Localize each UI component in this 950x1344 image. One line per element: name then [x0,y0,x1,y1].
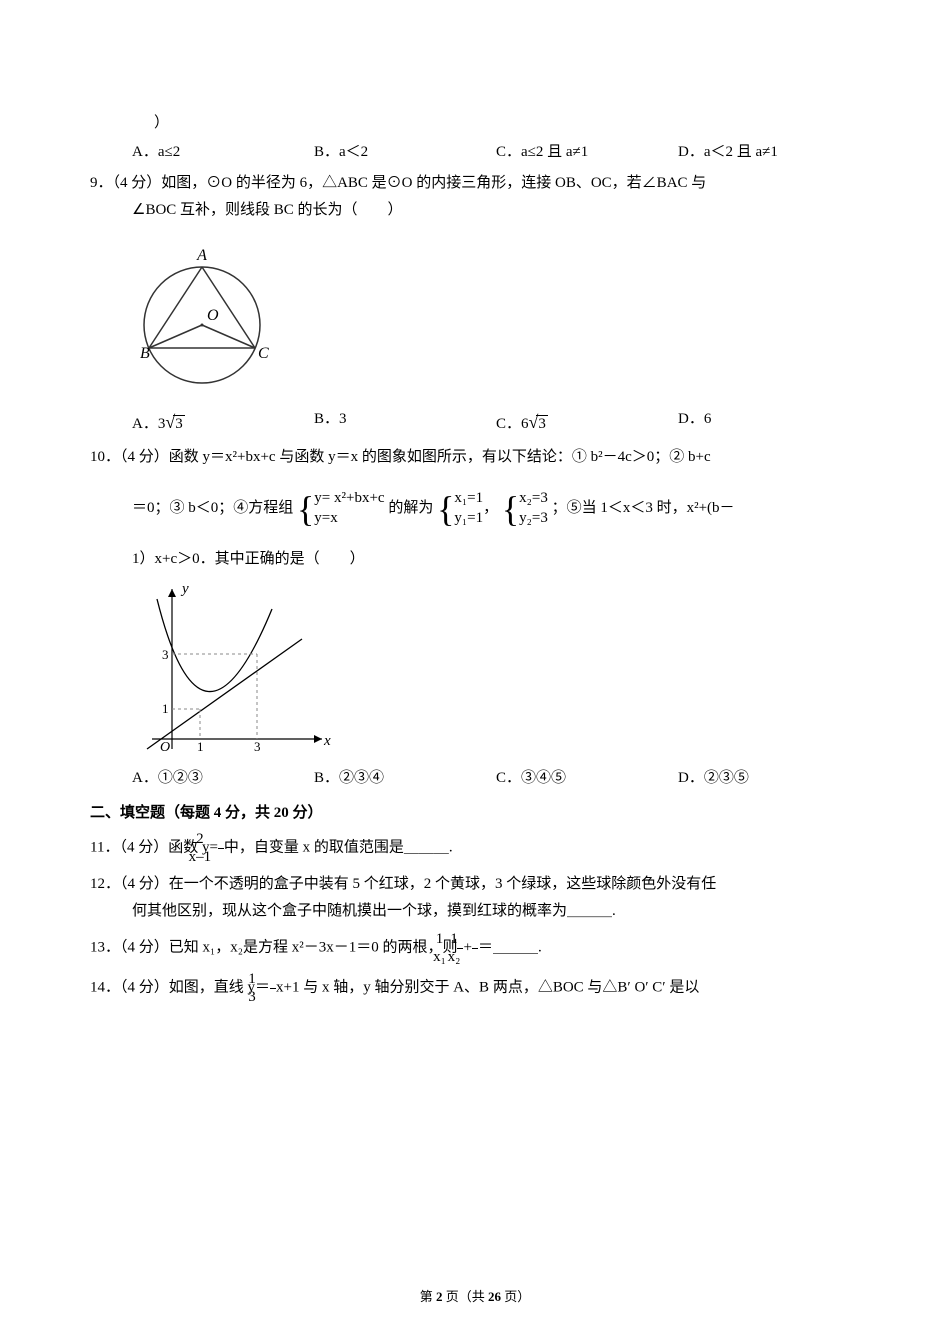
q10-y-arrow-icon [168,589,176,597]
q11-suffix: 中，自变量 x 的取值范围是＿＿＿. [224,840,453,856]
q14-suffix: x+1 与 x 轴，y 轴分别交于 A、B 两点，△BOC 与△B′ O′ C′… [276,980,699,996]
q9-option-c: C．6√3 [496,406,678,438]
q8-option-c: C．a≤2 且 a≠1 [496,139,678,166]
q10-parabola [157,599,272,692]
q10-system1: { y= x²+bx+c y=x [297,489,385,528]
q9: 9．（4 分）如图，⊙O 的半径为 6，△ABC 是⊙O 的内接三角形，连接 O… [90,170,860,438]
q8-opt-b-text: B．a＜2 [314,144,368,160]
page-container: ） A．a≤2 B．a＜2 C．a≤2 且 a≠1 D．a＜2 且 a≠1 9．… [0,0,950,1344]
q8-opt-a-text: A．a≤2 [132,144,180,160]
q9-c-sqrt: 6√3 [521,406,548,438]
q9-label-b: B [140,345,150,362]
q10-xtick-1: 1 [197,739,204,754]
q9-circle-svg: A O B C [132,230,282,400]
q9-figure: A O B C [90,230,860,400]
q10-sys2-r2: y₁=1 [454,509,483,529]
q8-option-d: D．a＜2 且 a≠1 [678,139,860,166]
q9-label-c: C [258,345,269,362]
q10-line1: 10．（4 分）函数 y＝x²+bx+c 与函数 y＝x 的图象如图所示，有以下… [90,444,860,471]
q9-a-sqrt: 3√3 [158,406,185,438]
q10-mid-between: 的解为 [388,500,433,516]
q10-figure: y x O 1 3 1 3 [90,579,860,759]
q14-line: 14．（4 分）如图，直线 y＝13x+1 与 x 轴，y 轴分别交于 A、B … [90,971,860,1005]
q12-line1: 12．（4 分）在一个不透明的盒子中装有 5 个红球，2 个黄球，3 个绿球，这… [90,871,860,898]
page-footer: 第 2 页（共 26 页） [0,1285,950,1308]
q13-line: 13．（4 分）已知 x₁，x₂是方程 x²－3x－1＝0 的两根，则1x₁+1… [90,931,860,965]
q10-ytick-3: 3 [162,647,169,662]
brace-icon: { [297,491,314,527]
q10-mid-prefix: ＝0；③ b＜0；④方程组 [132,500,293,516]
q-previous-tail: ） [90,110,860,137]
q11-prefix: 11．（4 分）函数 [90,840,202,856]
q10-xtick-3: 3 [254,739,261,754]
q10-origin-label: O [160,740,170,755]
footer-suffix: 页） [501,1289,530,1304]
q9-option-d: D．6 [678,406,860,438]
q9-option-b: B．3 [314,406,496,438]
q9-label-a: A [196,247,207,264]
q10-sys1-r1: y= x²+bx+c [314,489,384,509]
q8-options: A．a≤2 B．a＜2 C．a≤2 且 a≠1 D．a＜2 且 a≠1 [90,139,860,166]
q10-ytick-1: 1 [162,701,169,716]
q10-x-arrow-icon [314,735,322,743]
q8-option-b: B．a＜2 [314,139,496,166]
q10-mid-suffix: ；⑤当 1＜x＜3 时，x²+(b－ [552,500,735,516]
q9-line1: 9．（4 分）如图，⊙O 的半径为 6，△ABC 是⊙O 的内接三角形，连接 O… [90,170,860,197]
q14-prefix: 14．（4 分）如图，直线 y＝ [90,980,270,996]
brace-icon: { [502,491,519,527]
q10: 10．（4 分）函数 y＝x²+bx+c 与函数 y＝x 的图象如图所示，有以下… [90,444,860,792]
q9-label-o: O [207,307,219,324]
footer-prefix: 第 [420,1289,436,1304]
q10-system3: { x₂=3 y₂=3 [502,489,548,528]
q10-system2: { x₁=1 y₁=1 [437,489,483,528]
q10-option-b: B．②③④ [314,765,496,792]
q8-opt-c-text: C．a≤2 且 a≠1 [496,144,588,160]
q9-center-dot [201,324,204,327]
q10-options: A．①②③ B．②③④ C．③④⑤ D．②③⑤ [90,765,860,792]
q10-y-label: y [180,581,189,597]
q13-prefix: 13．（4 分）已知 x₁，x₂是方程 x²－3x－1＝0 的两根，则 [90,940,457,956]
q14: 14．（4 分）如图，直线 y＝13x+1 与 x 轴，y 轴分别交于 A、B … [90,971,860,1005]
q10-line-yx [147,639,302,749]
q10-x-label: x [323,733,331,749]
q10-sys1-r2: y=x [314,509,384,529]
q10-option-c: C．③④⑤ [496,765,678,792]
brace-icon: { [437,491,454,527]
q12: 12．（4 分）在一个不透明的盒子中装有 5 个红球，2 个黄球，3 个绿球，这… [90,871,860,925]
q11-line: 11．（4 分）函数 y=2x–1中，自变量 x 的取值范围是＿＿＿. [90,831,860,865]
q13-suffix: ＝＿＿＿. [478,940,542,956]
q10-graph-svg: y x O 1 3 1 3 [132,579,332,759]
q10-sys2-r1: x₁=1 [454,489,483,509]
footer-total: 26 [488,1289,501,1304]
q10-sys3-r2: y₂=3 [519,509,548,529]
q10-line3: 1）x+c＞0．其中正确的是（ ） [90,546,860,573]
q9-line2: ∠BOC 互补，则线段 BC 的长为（ ） [90,197,860,224]
q9-options: A．3√3 B．3 C．6√3 D．6 [90,406,860,438]
q10-option-d: D．②③⑤ [678,765,860,792]
q10-sys3-r1: x₂=3 [519,489,548,509]
q10-option-a: A．①②③ [132,765,314,792]
q10-line2: ＝0；③ b＜0；④方程组 { y= x²+bx+c y=x 的解为 { x₁=… [90,489,860,528]
section2-title: 二、填空题（每题 4 分，共 20 分） [90,800,860,827]
q13: 13．（4 分）已知 x₁，x₂是方程 x²－3x－1＝0 的两根，则1x₁+1… [90,931,860,965]
q8-opt-d-text: D．a＜2 且 a≠1 [678,144,778,160]
q13-plus: + [463,940,471,956]
q12-line2: 何其他区别，现从这个盒子中随机摸出一个球，摸到红球的概率为＿＿＿. [90,898,860,925]
q9-option-a: A．3√3 [132,406,314,438]
q11: 11．（4 分）函数 y=2x–1中，自变量 x 的取值范围是＿＿＿. [90,831,860,865]
q8-option-a: A．a≤2 [132,139,314,166]
footer-mid: 页（共 [442,1289,488,1304]
